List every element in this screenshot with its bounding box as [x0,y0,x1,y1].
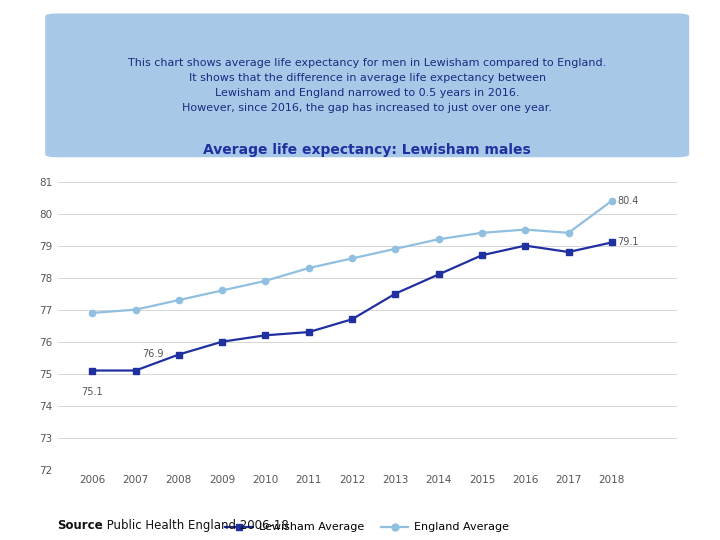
Text: 79.1: 79.1 [617,238,639,247]
Lewisham Average [131,367,140,374]
England Average [88,309,96,316]
Lewisham Average [434,271,443,278]
England Average [131,306,140,313]
Lewisham Average [174,351,183,357]
Lewisham Average [348,316,356,322]
Lewisham Average [477,252,486,259]
Line: England Average: England Average [89,198,615,316]
England Average [564,230,573,236]
England Average [305,265,313,271]
Line: Lewisham Average: Lewisham Average [89,239,615,374]
Lewisham Average [218,339,227,345]
England Average [521,226,530,233]
Lewisham Average [521,242,530,249]
Lewisham Average [261,332,270,339]
Lewisham Average [88,367,96,374]
Text: 75.1: 75.1 [81,387,103,396]
England Average [348,255,356,262]
England Average [261,278,270,284]
Title: Average life expectancy: Lewisham males: Average life expectancy: Lewisham males [203,144,531,158]
England Average [434,236,443,242]
Lewisham Average [391,291,400,297]
Lewisham Average [564,249,573,255]
England Average [391,246,400,252]
Text: 76.9: 76.9 [142,349,163,359]
Text: 80.4: 80.4 [617,196,639,206]
Lewisham Average [305,329,313,335]
England Average [477,230,486,236]
Lewisham Average [608,239,616,246]
England Average [608,198,616,204]
Text: Source: Source [58,519,103,532]
England Average [174,297,183,303]
Text: : Public Health England 2006-18: : Public Health England 2006-18 [99,519,289,532]
FancyBboxPatch shape [45,14,689,157]
England Average [218,287,227,294]
Text: This chart shows average life expectancy for men in Lewisham compared to England: This chart shows average life expectancy… [128,58,606,112]
Legend: Lewisham Average, England Average: Lewisham Average, England Average [221,518,513,537]
